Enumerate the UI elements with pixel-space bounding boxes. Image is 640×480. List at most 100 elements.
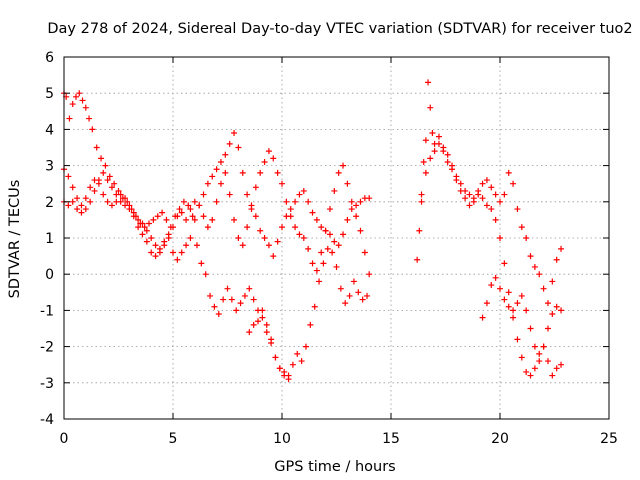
data-point bbox=[268, 339, 275, 346]
data-point bbox=[115, 187, 122, 194]
chart-title: Day 278 of 2024, Sidereal Day-to-day VTE… bbox=[47, 21, 632, 37]
data-point bbox=[466, 191, 473, 198]
data-point bbox=[416, 227, 423, 234]
data-point bbox=[104, 177, 111, 184]
data-point bbox=[148, 235, 155, 241]
data-point bbox=[250, 321, 257, 328]
data-point bbox=[531, 343, 538, 350]
data-point bbox=[239, 242, 246, 249]
data-point bbox=[322, 227, 329, 234]
data-point bbox=[366, 195, 373, 202]
data-point bbox=[261, 158, 268, 165]
data-point bbox=[95, 180, 102, 187]
data-point bbox=[187, 235, 194, 241]
data-point bbox=[152, 253, 159, 260]
x-tick-label: 25 bbox=[600, 431, 618, 447]
data-point bbox=[198, 260, 205, 267]
data-point bbox=[270, 253, 277, 260]
data-point bbox=[98, 155, 105, 162]
data-point bbox=[531, 263, 538, 270]
data-point bbox=[204, 224, 211, 231]
y-tick-label: 4 bbox=[45, 122, 54, 138]
data-point bbox=[250, 296, 257, 303]
data-point bbox=[549, 278, 556, 285]
series-group bbox=[479, 274, 565, 365]
data-point bbox=[505, 169, 512, 176]
data-point bbox=[91, 177, 98, 184]
data-point bbox=[78, 209, 85, 216]
data-point bbox=[342, 300, 349, 307]
data-point bbox=[270, 155, 277, 162]
data-point bbox=[505, 303, 512, 310]
x-tick-label: 20 bbox=[491, 431, 509, 447]
data-point bbox=[272, 354, 279, 361]
data-point bbox=[93, 144, 100, 151]
data-point bbox=[159, 209, 166, 216]
data-point bbox=[222, 151, 229, 158]
data-point bbox=[231, 130, 238, 137]
data-point bbox=[483, 202, 490, 209]
data-point bbox=[536, 350, 543, 357]
data-point bbox=[488, 282, 495, 289]
data-point bbox=[244, 191, 251, 198]
data-point bbox=[187, 206, 194, 213]
data-point bbox=[457, 187, 464, 194]
data-point bbox=[355, 289, 362, 296]
data-point bbox=[100, 191, 107, 198]
data-point bbox=[102, 162, 109, 169]
data-point bbox=[246, 285, 253, 292]
data-point bbox=[211, 303, 218, 310]
data-point bbox=[178, 209, 185, 216]
data-point bbox=[479, 314, 486, 321]
data-point bbox=[178, 249, 185, 256]
data-point bbox=[154, 213, 161, 220]
data-point bbox=[152, 242, 159, 249]
data-point bbox=[207, 292, 214, 299]
data-point bbox=[553, 303, 560, 310]
series-group bbox=[61, 148, 373, 278]
data-point bbox=[279, 180, 285, 187]
data-point bbox=[335, 242, 342, 249]
data-point bbox=[78, 202, 85, 209]
data-point bbox=[518, 292, 525, 299]
y-tick-label: -3 bbox=[40, 376, 54, 392]
data-point bbox=[292, 224, 299, 231]
data-point bbox=[209, 173, 216, 180]
data-point bbox=[488, 206, 495, 213]
y-tick-label: 5 bbox=[45, 86, 54, 102]
data-point bbox=[180, 198, 187, 205]
x-tick-label: 5 bbox=[169, 431, 178, 447]
data-point bbox=[139, 231, 146, 238]
data-point bbox=[283, 198, 290, 205]
data-point bbox=[305, 198, 312, 205]
data-point bbox=[287, 206, 294, 213]
data-point bbox=[366, 271, 373, 278]
data-point bbox=[326, 206, 333, 213]
data-point bbox=[300, 187, 307, 194]
data-point bbox=[324, 245, 331, 252]
y-tick-label: 0 bbox=[45, 267, 54, 283]
data-point bbox=[510, 307, 517, 314]
data-point bbox=[141, 224, 148, 231]
data-point bbox=[233, 307, 240, 314]
data-point bbox=[185, 202, 192, 209]
data-point bbox=[69, 198, 76, 205]
data-points bbox=[61, 79, 565, 383]
data-point bbox=[296, 191, 303, 198]
data-point bbox=[475, 191, 482, 198]
data-point bbox=[130, 209, 137, 216]
data-point bbox=[248, 202, 255, 209]
data-point bbox=[191, 198, 198, 205]
data-point bbox=[122, 195, 129, 202]
data-point bbox=[527, 372, 534, 379]
data-point bbox=[418, 198, 425, 205]
data-point bbox=[170, 249, 176, 256]
data-point bbox=[540, 343, 547, 350]
data-point bbox=[174, 213, 181, 220]
data-point bbox=[191, 216, 198, 223]
data-point bbox=[483, 177, 490, 184]
data-point bbox=[265, 242, 272, 249]
data-point bbox=[82, 104, 89, 111]
data-point bbox=[108, 202, 115, 209]
data-point bbox=[228, 296, 235, 303]
